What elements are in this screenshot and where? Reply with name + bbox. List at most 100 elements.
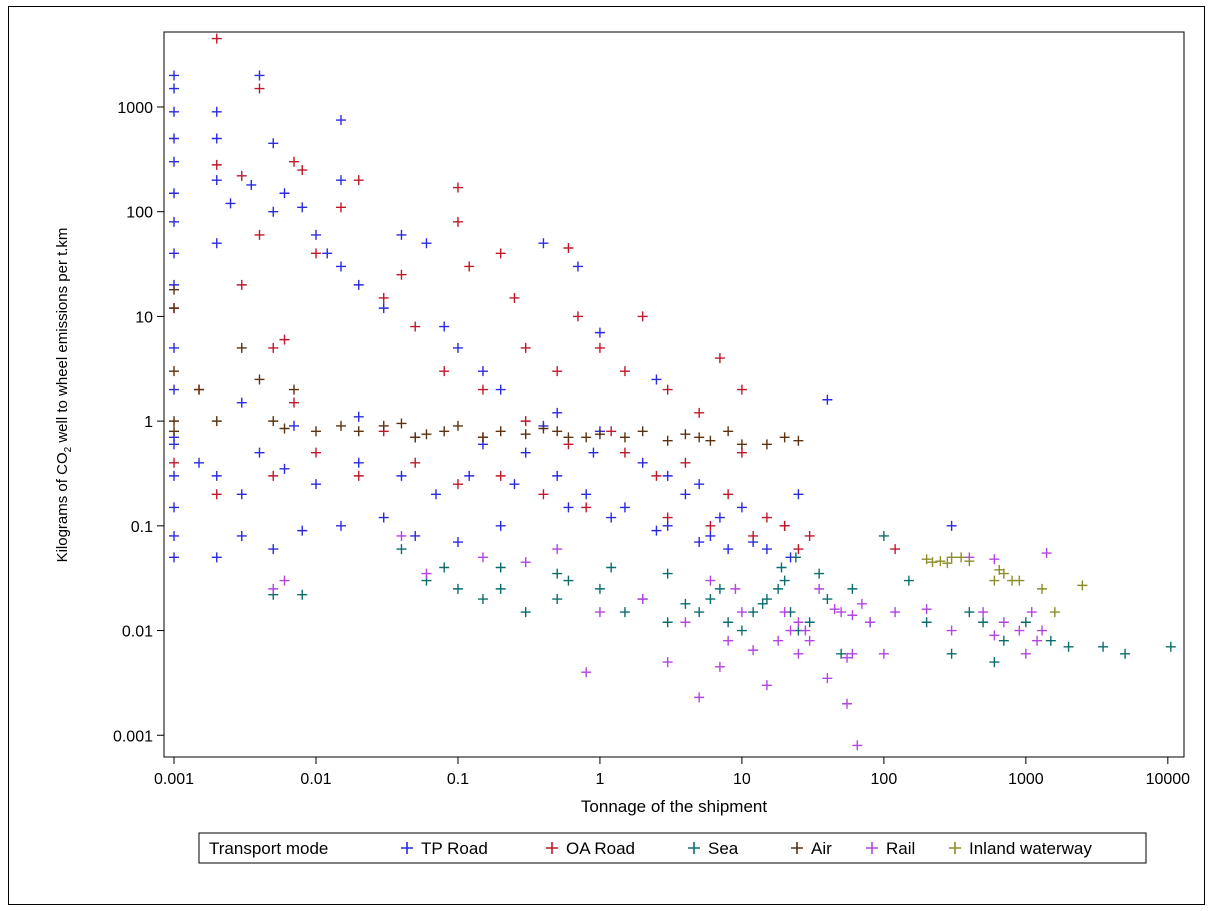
data-point — [878, 648, 889, 659]
chart-frame: 0.001 0.01 0.1 1 10 100 1000 10000 0.001 0.01 0.1… — [8, 6, 1205, 905]
data-point — [619, 447, 630, 458]
data-point — [662, 568, 673, 579]
data-point — [890, 607, 901, 618]
data-point — [169, 248, 180, 259]
data-point — [779, 575, 790, 586]
data-point — [194, 384, 205, 395]
data-point — [552, 426, 563, 437]
data-point — [297, 165, 308, 176]
data-point — [1037, 625, 1048, 636]
plot-area — [163, 31, 1185, 758]
data-point — [211, 470, 222, 481]
data-point — [353, 279, 364, 290]
y-axis-label-subscript: 2 — [63, 446, 74, 452]
y-tick-label: 10 — [135, 309, 153, 326]
data-point — [169, 426, 180, 437]
data-point — [378, 420, 389, 431]
data-point — [169, 342, 180, 353]
data-point — [680, 617, 691, 628]
plot-border — [163, 31, 1185, 758]
data-point — [477, 366, 488, 377]
data-point — [606, 562, 617, 573]
data-point — [852, 740, 863, 751]
data-point — [236, 489, 247, 500]
data-point — [606, 512, 617, 523]
x-axis: 0.001 0.01 0.1 1 10 100 1000 10000 — [154, 757, 1190, 788]
data-point — [254, 70, 265, 81]
data-point — [946, 520, 957, 531]
data-point — [211, 489, 222, 500]
data-point — [890, 544, 901, 555]
data-point — [842, 698, 853, 709]
data-point — [279, 463, 290, 474]
data-point — [495, 583, 506, 594]
y-axis-label-main: Kilograms of CO — [54, 452, 71, 562]
data-point — [662, 617, 673, 628]
data-point — [464, 261, 475, 272]
data-point — [662, 384, 673, 395]
series-oa-road — [169, 33, 901, 555]
data-point — [927, 557, 938, 568]
data-point — [1026, 607, 1037, 618]
series-rail — [268, 530, 1052, 751]
data-point — [581, 432, 592, 443]
data-point — [254, 374, 265, 385]
data-point — [289, 420, 300, 431]
data-point — [705, 594, 716, 605]
data-point — [814, 568, 825, 579]
data-point — [736, 607, 747, 618]
x-tick-label: 0.1 — [447, 771, 469, 788]
data-point — [335, 115, 346, 126]
x-tick-label: 10 — [733, 771, 751, 788]
data-point — [723, 489, 734, 500]
data-point — [804, 617, 815, 628]
legend-label: Air — [811, 839, 832, 858]
data-point — [335, 202, 346, 213]
data-point — [946, 552, 957, 563]
data-point — [946, 648, 957, 659]
data-point — [761, 439, 772, 450]
data-point — [1063, 641, 1074, 652]
data-point — [495, 470, 506, 481]
data-point — [169, 106, 180, 117]
data-point — [594, 607, 605, 618]
data-point — [793, 617, 804, 628]
data-point — [268, 470, 279, 481]
y-tick-label: 100 — [126, 205, 153, 222]
x-tick-label: 1 — [595, 771, 604, 788]
data-point — [464, 470, 475, 481]
data-point — [421, 429, 432, 440]
data-point — [1077, 580, 1088, 591]
data-point — [964, 607, 975, 618]
legend-label: Inland waterway — [969, 839, 1092, 858]
data-point — [396, 544, 407, 555]
data-point — [946, 625, 957, 636]
legend-title: Transport mode — [209, 839, 328, 858]
data-point — [520, 447, 531, 458]
data-point — [998, 617, 1009, 628]
data-point — [804, 635, 815, 646]
legend-marker — [401, 842, 413, 854]
data-point — [254, 447, 265, 458]
data-point — [773, 583, 784, 594]
data-point — [680, 457, 691, 468]
data-point — [921, 617, 932, 628]
data-point — [396, 530, 407, 541]
data-point — [335, 420, 346, 431]
data-point — [956, 552, 967, 563]
data-point — [978, 607, 989, 618]
data-point — [779, 432, 790, 443]
data-point — [279, 334, 290, 345]
data-point — [662, 435, 673, 446]
data-point — [495, 384, 506, 395]
data-point — [378, 292, 389, 303]
data-point — [989, 575, 1000, 586]
y-tick-label: 0.1 — [131, 519, 153, 536]
data-point — [538, 489, 549, 500]
series-air — [169, 284, 804, 450]
data-point — [477, 552, 488, 563]
data-point — [353, 457, 364, 468]
data-point — [779, 607, 790, 618]
legend-marker — [791, 842, 803, 854]
data-point — [793, 648, 804, 659]
